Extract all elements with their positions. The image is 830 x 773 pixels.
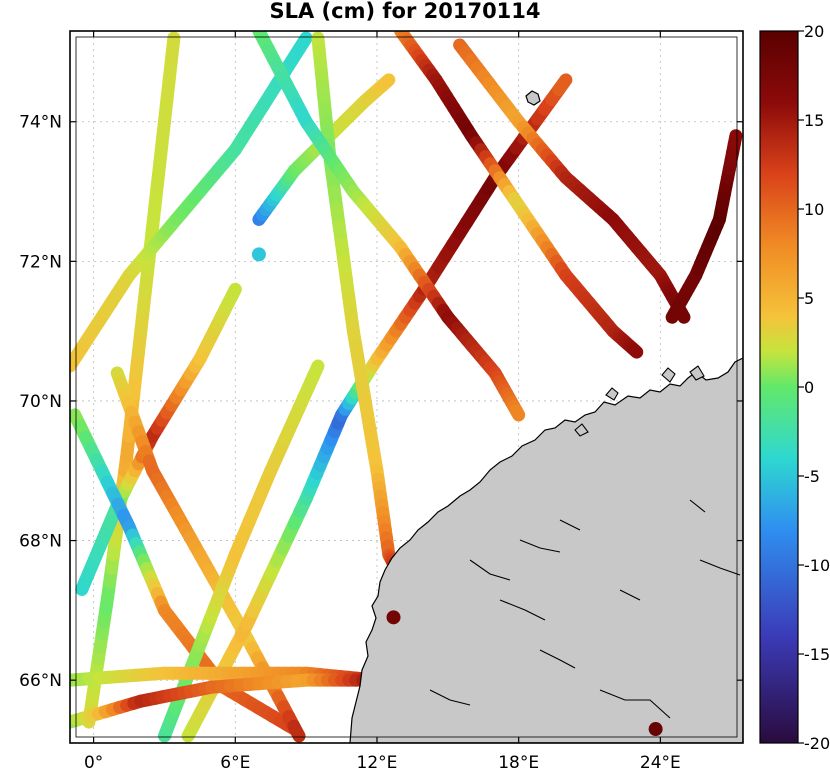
bear-island [525, 90, 541, 106]
y-tick-label: 66°N [19, 671, 62, 691]
sla-points [251, 247, 663, 737]
colorbar-ticks: 20 15 10 5 0 -5 -10 -15 -20 [798, 22, 830, 753]
colorbar-tick-label: 15 [804, 111, 824, 130]
colorbar [759, 30, 799, 744]
lake-1 [429, 499, 741, 719]
sla-point [386, 610, 401, 625]
colorbar-tick-label: -20 [804, 734, 830, 753]
y-axis-ticks: 66°N 68°N 70°N 72°N 74°N [19, 113, 743, 691]
colorbar-tick-label: 0 [804, 378, 814, 397]
x-tick-label: 24°E [640, 753, 681, 773]
sla-point [251, 247, 266, 262]
x-tick-label: 18°E [498, 753, 539, 773]
x-axis-ticks: 0° 6°E 12°E 18°E 24°E [84, 31, 681, 773]
track-11 [394, 31, 644, 359]
colorbar-tick-label: 10 [804, 200, 824, 219]
track-3 [70, 408, 301, 736]
track-10 [252, 31, 526, 422]
track-13 [665, 129, 743, 324]
track-segment [225, 282, 242, 303]
colorbar-tick-label: 20 [804, 22, 824, 41]
track-segment [306, 359, 325, 384]
track-4 [110, 366, 306, 743]
colorbar-tick-label: -15 [804, 645, 830, 664]
altimetry-tracks [70, 31, 743, 743]
track-segment [379, 73, 396, 89]
track-segment [292, 31, 313, 56]
colorbar-tick-label: 5 [804, 289, 814, 308]
map-frame-inner [75, 36, 738, 738]
track-segment [287, 719, 306, 743]
colorbar-tick-label: -10 [804, 556, 830, 575]
track-segment [552, 73, 573, 97]
norway-coast [349, 357, 743, 743]
x-tick-label: 6°E [220, 753, 250, 773]
y-tick-label: 70°N [19, 392, 62, 412]
track-15 [70, 673, 384, 729]
track-segment [627, 343, 644, 359]
track-segment [165, 31, 181, 66]
y-tick-label: 74°N [19, 113, 62, 133]
y-tick-label: 68°N [19, 532, 62, 552]
sla-point [648, 722, 663, 737]
track-segment [675, 306, 691, 324]
x-tick-label: 0° [84, 753, 103, 773]
land-mask [349, 90, 743, 743]
islands-north [574, 365, 705, 437]
track-12 [453, 38, 691, 324]
track-segment [727, 129, 743, 151]
colorbar-tick-label: -5 [804, 467, 820, 486]
track-segment [509, 404, 526, 422]
chart-title: SLA (cm) for 20170114 [269, 0, 540, 23]
x-tick-label: 12°E [357, 753, 398, 773]
y-tick-label: 72°N [19, 252, 62, 272]
map-frame [69, 30, 744, 744]
